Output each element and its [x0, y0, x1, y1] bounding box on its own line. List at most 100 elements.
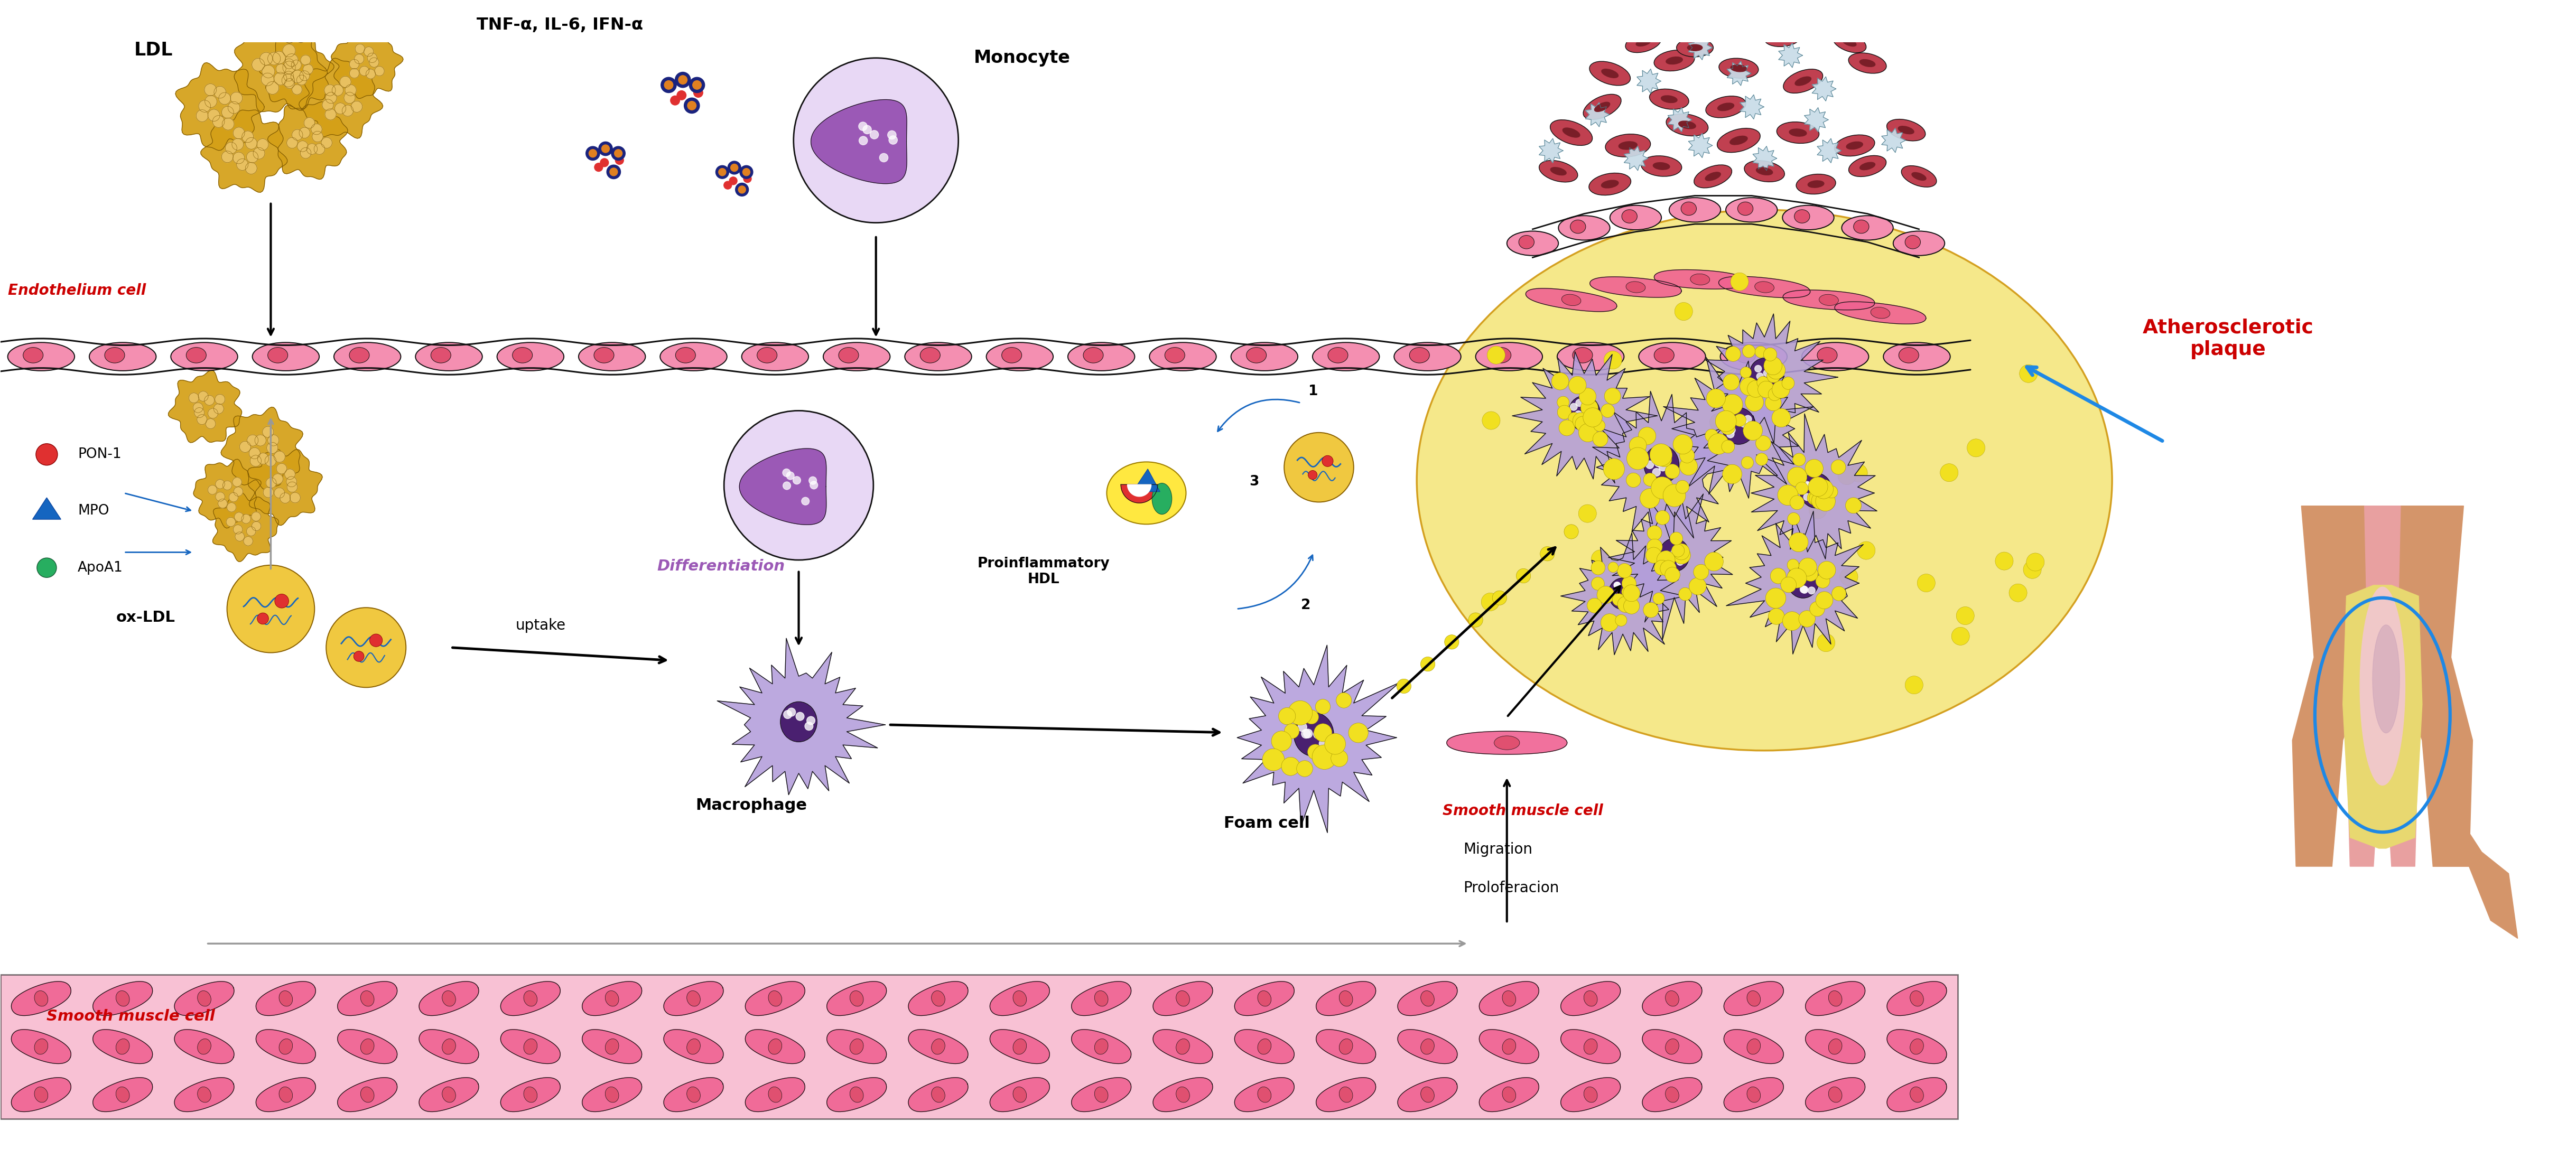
Circle shape	[1705, 429, 1718, 443]
Circle shape	[229, 493, 237, 502]
Circle shape	[355, 44, 366, 53]
Circle shape	[2027, 553, 2045, 571]
Ellipse shape	[1909, 1038, 1924, 1055]
Circle shape	[1303, 729, 1311, 738]
Circle shape	[216, 491, 224, 501]
Polygon shape	[1880, 129, 1906, 153]
Ellipse shape	[335, 342, 402, 371]
Circle shape	[374, 66, 384, 76]
Polygon shape	[299, 58, 384, 138]
Ellipse shape	[1602, 70, 1618, 78]
Circle shape	[312, 124, 322, 134]
Ellipse shape	[1664, 1038, 1680, 1055]
Circle shape	[1765, 348, 1777, 362]
Circle shape	[1646, 461, 1654, 468]
Circle shape	[252, 58, 265, 71]
Circle shape	[1765, 588, 1785, 608]
Circle shape	[273, 474, 283, 484]
Circle shape	[1839, 568, 1857, 585]
Circle shape	[1602, 459, 1625, 480]
Circle shape	[250, 447, 260, 459]
Circle shape	[1582, 399, 1597, 416]
Circle shape	[276, 595, 289, 608]
Ellipse shape	[850, 1038, 863, 1055]
Circle shape	[1765, 381, 1772, 388]
Circle shape	[1600, 403, 1615, 417]
Polygon shape	[337, 1078, 397, 1111]
Polygon shape	[1316, 1029, 1376, 1064]
Circle shape	[1319, 739, 1329, 748]
Ellipse shape	[1705, 173, 1721, 181]
Polygon shape	[1718, 276, 1811, 298]
Ellipse shape	[1754, 282, 1775, 293]
Ellipse shape	[768, 991, 783, 1006]
Polygon shape	[1561, 533, 1685, 655]
Ellipse shape	[1293, 713, 1334, 757]
Ellipse shape	[1731, 136, 1747, 145]
Circle shape	[1680, 556, 1687, 563]
Circle shape	[1754, 347, 1767, 358]
Circle shape	[616, 156, 623, 165]
Circle shape	[1579, 423, 1597, 442]
Circle shape	[1721, 420, 1736, 435]
Ellipse shape	[198, 1087, 211, 1102]
Polygon shape	[1739, 95, 1765, 119]
Circle shape	[1600, 614, 1618, 632]
Polygon shape	[1816, 138, 1842, 162]
Text: LDL: LDL	[134, 41, 173, 59]
Ellipse shape	[1832, 32, 1865, 52]
Ellipse shape	[1618, 141, 1638, 150]
Circle shape	[366, 70, 376, 79]
Ellipse shape	[2360, 586, 2406, 786]
Circle shape	[1767, 369, 1780, 382]
Circle shape	[1772, 380, 1790, 399]
Ellipse shape	[23, 348, 44, 363]
Ellipse shape	[1795, 174, 1837, 195]
Ellipse shape	[523, 991, 538, 1006]
Polygon shape	[337, 1029, 397, 1064]
Circle shape	[291, 60, 301, 70]
Circle shape	[1613, 595, 1618, 602]
Ellipse shape	[1775, 34, 1790, 41]
Circle shape	[1680, 546, 1687, 553]
Ellipse shape	[278, 1087, 294, 1102]
Ellipse shape	[1757, 168, 1772, 175]
Ellipse shape	[430, 348, 451, 363]
Ellipse shape	[1795, 210, 1811, 223]
Circle shape	[1659, 561, 1677, 576]
Ellipse shape	[1607, 578, 1638, 610]
Ellipse shape	[1602, 180, 1618, 188]
Circle shape	[1705, 388, 1726, 408]
Ellipse shape	[1422, 1038, 1435, 1055]
Circle shape	[1677, 559, 1685, 566]
Polygon shape	[1811, 76, 1837, 101]
Circle shape	[1592, 561, 1605, 575]
Polygon shape	[1072, 1029, 1131, 1064]
Circle shape	[242, 515, 250, 524]
Polygon shape	[665, 1078, 724, 1111]
Circle shape	[1579, 504, 1597, 523]
Circle shape	[193, 408, 204, 417]
Circle shape	[36, 444, 57, 465]
Circle shape	[1664, 464, 1680, 479]
Ellipse shape	[1747, 1038, 1759, 1055]
Polygon shape	[1888, 1029, 1947, 1064]
Polygon shape	[10, 1078, 72, 1111]
Circle shape	[1940, 464, 1958, 482]
Ellipse shape	[361, 991, 374, 1006]
Circle shape	[1324, 734, 1345, 755]
Polygon shape	[268, 102, 348, 180]
Ellipse shape	[198, 991, 211, 1006]
Circle shape	[1285, 723, 1298, 738]
Circle shape	[276, 464, 286, 474]
Circle shape	[1481, 593, 1499, 611]
Ellipse shape	[580, 342, 647, 371]
Polygon shape	[1806, 1078, 1865, 1111]
Text: Macrophage: Macrophage	[696, 797, 806, 812]
Ellipse shape	[1749, 358, 1780, 392]
Circle shape	[1996, 552, 2014, 570]
Text: Proinflammatory
HDL: Proinflammatory HDL	[976, 556, 1110, 586]
Ellipse shape	[1069, 342, 1136, 371]
Circle shape	[1672, 548, 1677, 555]
Polygon shape	[201, 110, 289, 192]
